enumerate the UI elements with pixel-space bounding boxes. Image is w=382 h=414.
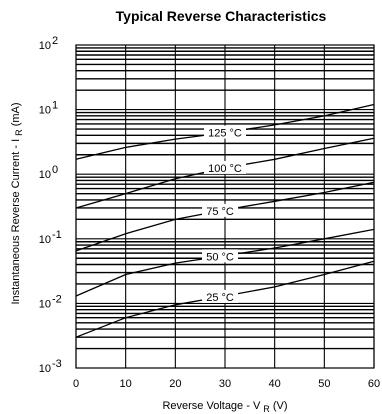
x-axis-label-sub: R — [263, 404, 270, 414]
x-tick-label: 60 — [368, 378, 380, 390]
curve-label: 75 °C — [206, 206, 234, 218]
x-tick-label: 50 — [318, 378, 330, 390]
y-tick-label: 10 — [39, 363, 51, 375]
x-axis-label-unit: (V) — [270, 400, 288, 412]
curve-label: 25 °C — [206, 292, 234, 304]
curve-label-bg — [202, 203, 239, 217]
y-tick-exponent: 1 — [52, 100, 58, 112]
curve-label: 100 °C — [208, 163, 242, 175]
y-tick-exponent: -2 — [52, 293, 62, 305]
y-tick-label: 10 — [39, 105, 51, 117]
x-tick-label: 0 — [73, 378, 79, 390]
x-tick-label: 20 — [169, 378, 181, 390]
y-tick-base: 10 — [39, 234, 51, 246]
y-tick-exponent: 2 — [52, 35, 58, 47]
y-axis-label-unit: (mA) — [10, 102, 22, 129]
y-axis-label: Instantaneous Reverse Current - I R (mA) — [10, 102, 24, 304]
y-axis-label-main: Instantaneous Reverse Current - I — [10, 139, 22, 305]
y-tick-exponent: -1 — [52, 229, 62, 241]
curve-label-bg — [202, 289, 239, 303]
x-axis-label-main: Reverse Voltage - V — [162, 400, 260, 412]
y-tick-base: 10 — [39, 40, 51, 52]
y-tick-base: 10 — [39, 169, 51, 181]
plot-frame — [75, 44, 375, 369]
y-tick-exponent: -3 — [52, 358, 62, 370]
y-tick-base: 10 — [39, 298, 51, 310]
chart-title: Typical Reverse Characteristics — [115, 8, 327, 24]
x-tick-label: 30 — [219, 378, 231, 390]
curve-label: 50 °C — [206, 251, 234, 263]
curve-label-bg — [204, 160, 246, 174]
y-tick-label: 10 — [39, 234, 51, 246]
curve-labels: 125 °C 100 °C 75 °C 50 °C 25 °C — [202, 125, 246, 304]
y-tick-base: 10 — [39, 363, 51, 375]
curve-label: 125 °C — [208, 128, 242, 140]
curve-label-bg — [202, 249, 239, 263]
curve-label-bg — [204, 125, 246, 139]
y-tick-base: 10 — [39, 105, 51, 117]
y-axis-label-sub: R — [14, 129, 24, 136]
x-tick-label: 40 — [269, 378, 281, 390]
x-tick-labels: 0 10 20 30 40 50 60 — [73, 378, 380, 390]
x-tick-label: 10 — [120, 378, 132, 390]
y-tick-label: 10 — [39, 169, 51, 181]
y-tick-exponent: 0 — [52, 164, 58, 176]
y-tick-label: 10 — [39, 40, 51, 52]
y-tick-label: 10 — [39, 298, 51, 310]
